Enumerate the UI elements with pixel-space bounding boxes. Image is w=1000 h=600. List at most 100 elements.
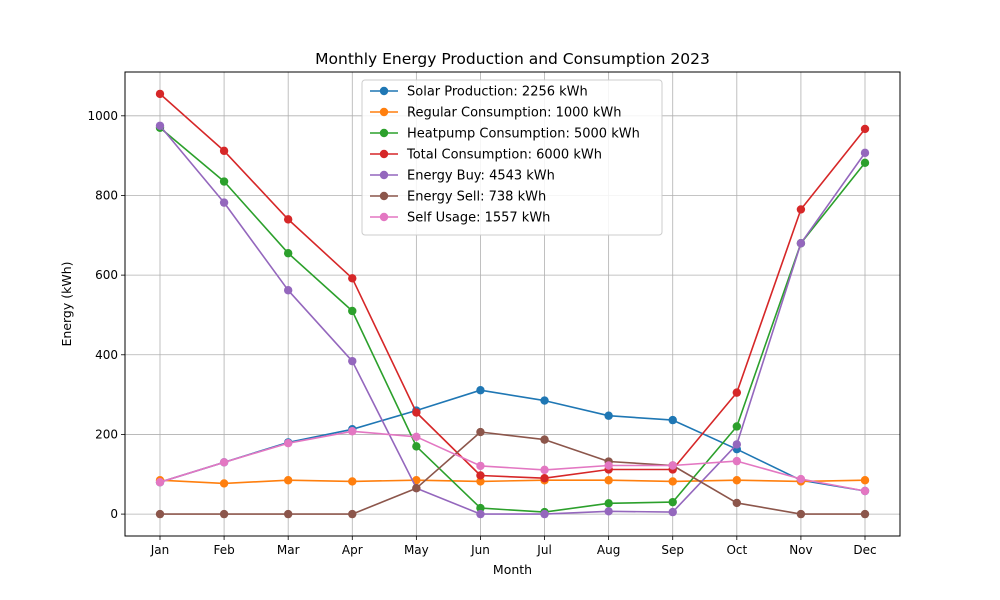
data-point	[476, 471, 485, 480]
data-point	[604, 499, 613, 508]
data-point	[668, 477, 677, 486]
series-3	[155, 123, 870, 517]
data-point	[732, 456, 742, 466]
legend-swatch-marker	[379, 86, 389, 96]
data-point	[540, 396, 549, 405]
data-point	[155, 89, 165, 99]
data-point	[732, 498, 742, 508]
x-tick-label: Jan	[150, 543, 170, 557]
x-tick-label: Aug	[597, 543, 620, 557]
data-point	[668, 497, 677, 507]
data-point	[283, 509, 293, 519]
x-tick-label: Mar	[277, 543, 300, 557]
data-point	[283, 476, 293, 485]
y-axis-title: Energy (kWh)	[59, 261, 74, 346]
data-point	[668, 461, 677, 470]
data-point	[476, 461, 485, 471]
data-point	[283, 439, 293, 448]
series-line	[159, 93, 866, 480]
x-tick-label: Apr	[342, 543, 363, 557]
data-point	[412, 408, 421, 417]
data-point	[540, 509, 549, 519]
data-point	[860, 486, 870, 496]
chart-title: Monthly Energy Production and Consumptio…	[315, 50, 710, 68]
series-line	[160, 431, 865, 515]
data-point	[796, 205, 806, 214]
data-point	[348, 427, 357, 436]
data-point	[604, 461, 613, 470]
data-point	[283, 249, 293, 258]
legend-label: Regular Consumption: 1000 kWh	[407, 106, 621, 121]
x-axis: Jan Feb Mar Apr May Jun Jul Aug Sep Oct Nov Dec	[150, 536, 877, 557]
legend-swatch-marker	[379, 212, 389, 222]
data-point	[219, 198, 229, 207]
series-line	[159, 430, 866, 492]
data-point	[348, 477, 357, 486]
legend-swatch-marker	[379, 191, 389, 201]
data-point	[412, 432, 421, 442]
data-point	[348, 356, 357, 366]
data-point	[476, 509, 485, 519]
data-point	[476, 427, 485, 437]
y-tick-label: 0	[110, 507, 118, 521]
x-axis-title: Month	[493, 562, 532, 577]
legend-item: Solar Production: 2256 kWh	[370, 85, 588, 100]
data-point	[732, 422, 742, 431]
data-point	[796, 509, 806, 519]
series-5	[155, 121, 870, 519]
series-7	[155, 427, 870, 496]
x-tick-label: Oct	[726, 543, 747, 557]
legend-box	[361, 79, 663, 236]
data-point	[155, 509, 165, 519]
legend-swatch-marker	[379, 107, 389, 117]
data-point	[860, 124, 870, 134]
legend-item: Total Consumption: 6000 kWh	[370, 148, 602, 163]
legend-item: Self Usage: 1557 kWh	[370, 211, 550, 226]
data-point	[796, 474, 806, 484]
legend-label: Total Consumption: 6000 kWh	[406, 148, 602, 163]
data-point	[219, 177, 229, 186]
y-tick-label: 1000	[87, 109, 118, 123]
data-point	[540, 465, 549, 475]
data-point	[412, 442, 421, 451]
data-point	[348, 509, 357, 519]
legend-label: Solar Production: 2256 kWh	[407, 85, 588, 100]
data-point	[155, 121, 165, 130]
x-tick-label: Nov	[789, 543, 812, 557]
legend: Solar Production: 2256 kWh Regular Consum…	[361, 79, 663, 236]
data-point	[476, 503, 485, 513]
legend-label: Heatpump Consumption: 5000 kWh	[407, 127, 640, 142]
data-point	[604, 411, 613, 420]
x-tick-label: Jul	[536, 543, 551, 557]
data-point	[540, 435, 549, 444]
legend-item: Energy Sell: 738 kWh	[370, 190, 546, 205]
plot-frame	[124, 71, 901, 537]
legend-label: Energy Sell: 738 kWh	[407, 190, 546, 205]
data-point	[155, 478, 165, 487]
data-point	[860, 148, 870, 158]
x-tick-label: Feb	[213, 543, 234, 557]
legend-item: Regular Consumption: 1000 kWh	[370, 106, 621, 121]
data-point	[796, 239, 806, 248]
legend-swatch-marker	[379, 149, 389, 159]
data-point	[668, 415, 677, 425]
data-point	[604, 507, 613, 516]
data-point	[732, 476, 742, 485]
data-point	[860, 158, 870, 168]
y-tick-label: 800	[95, 188, 118, 202]
data-point	[219, 509, 229, 519]
data-point	[412, 484, 421, 493]
data-point	[732, 388, 742, 397]
x-tick-label: May	[404, 543, 429, 557]
series-line	[159, 125, 866, 515]
data-point	[219, 458, 229, 467]
y-tick-label: 200	[95, 427, 118, 441]
series-4	[155, 89, 870, 483]
data-point	[219, 146, 229, 156]
x-tick-label: Sep	[661, 543, 684, 557]
data-point	[668, 507, 677, 517]
data-point	[219, 479, 229, 488]
series-line	[159, 479, 866, 485]
legend-label: Energy Buy: 4543 kWh	[407, 169, 555, 184]
